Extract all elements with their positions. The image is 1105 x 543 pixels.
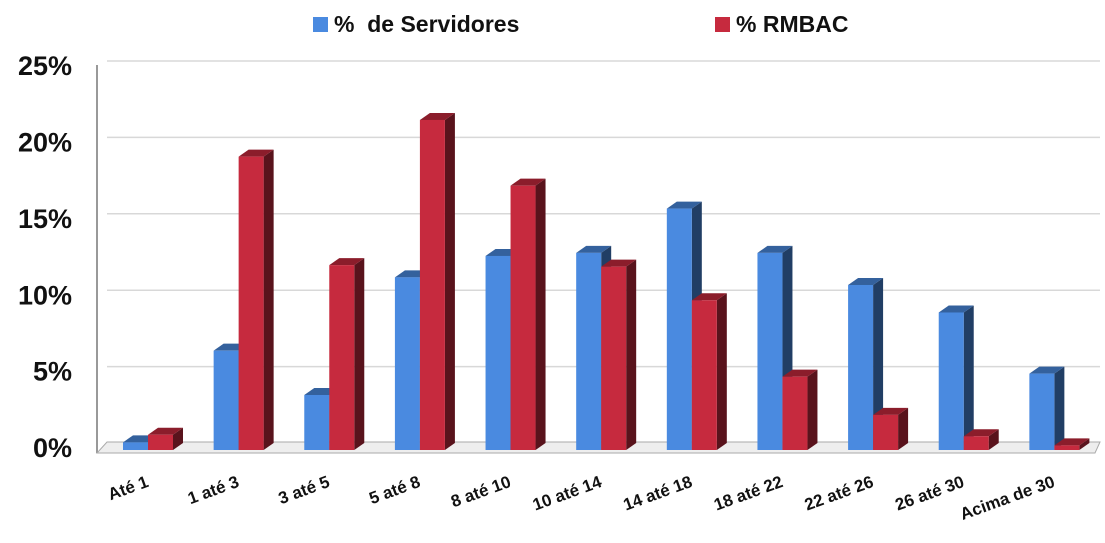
bar-top <box>873 407 909 415</box>
bar-top <box>329 258 365 266</box>
x-tick-label: 8 até 10 <box>448 472 513 511</box>
legend-label: % RMBAC <box>736 11 848 37</box>
bar <box>485 255 511 450</box>
y-tick-label: 10% <box>18 280 72 310</box>
bar <box>782 376 808 450</box>
bar <box>691 300 717 450</box>
bar <box>848 284 874 450</box>
bar-side <box>1054 366 1065 450</box>
y-tick-label: 25% <box>18 51 72 81</box>
bar-top <box>576 245 612 253</box>
bar <box>213 350 239 450</box>
y-tick-label: 15% <box>18 204 72 234</box>
bar-top <box>1054 438 1090 446</box>
y-tick-label: 0% <box>33 433 72 463</box>
bar <box>419 119 445 451</box>
x-tick-label: Acima de 30 <box>958 472 1058 524</box>
legend-label: % de Servidores <box>334 11 519 37</box>
bar <box>394 277 420 450</box>
y-tick-label: 5% <box>33 357 72 387</box>
bar-top <box>1029 366 1065 374</box>
bar-top <box>419 112 455 120</box>
bar <box>1029 373 1055 450</box>
bar <box>510 185 536 450</box>
bar-top <box>510 178 546 186</box>
x-tick-label: 1 até 3 <box>185 472 241 508</box>
bar-top <box>666 201 702 209</box>
bar <box>666 208 692 450</box>
bar <box>148 434 173 450</box>
bar <box>963 436 989 450</box>
x-tick-label: 18 até 22 <box>711 472 785 514</box>
bar-side <box>898 407 909 450</box>
bar-side <box>444 112 455 451</box>
bar <box>576 252 602 450</box>
bar-top <box>691 293 727 301</box>
bar <box>238 156 264 450</box>
legend-swatch <box>715 17 730 32</box>
bar-top <box>757 245 793 253</box>
x-tick-label: 5 até 8 <box>367 472 423 508</box>
bar-side <box>963 305 974 450</box>
x-tick-label: Até 1 <box>105 472 151 504</box>
bar-top <box>148 427 183 435</box>
bar-side <box>1079 438 1090 450</box>
bar <box>757 252 783 450</box>
bar-side <box>626 259 637 450</box>
x-tick-label: 22 até 26 <box>802 472 876 514</box>
bar <box>1054 445 1080 450</box>
bar-top <box>238 149 274 157</box>
bar <box>938 312 964 450</box>
bar-side <box>173 427 183 450</box>
x-tick-label: 26 até 30 <box>893 472 967 514</box>
bar-top <box>601 259 637 267</box>
bar-side <box>354 258 365 450</box>
bar-top <box>963 429 999 437</box>
x-tick-label: 14 até 18 <box>621 472 695 514</box>
bar <box>873 414 899 450</box>
bar-side <box>807 369 818 450</box>
bar-side <box>263 149 274 450</box>
x-tick-label: 10 até 14 <box>530 472 605 515</box>
y-tick-label: 20% <box>18 128 72 158</box>
bar <box>601 266 627 450</box>
bar <box>329 265 355 450</box>
bar-top <box>938 305 974 313</box>
bar-side <box>535 178 546 450</box>
bar-top <box>782 369 818 377</box>
bar <box>123 442 148 450</box>
bar-side <box>873 277 884 450</box>
bar <box>304 394 330 450</box>
bar-side <box>716 293 727 450</box>
bar-side <box>988 429 999 450</box>
x-tick-label: 3 até 5 <box>276 472 332 508</box>
bar-top <box>848 277 884 285</box>
legend-swatch <box>313 17 328 32</box>
